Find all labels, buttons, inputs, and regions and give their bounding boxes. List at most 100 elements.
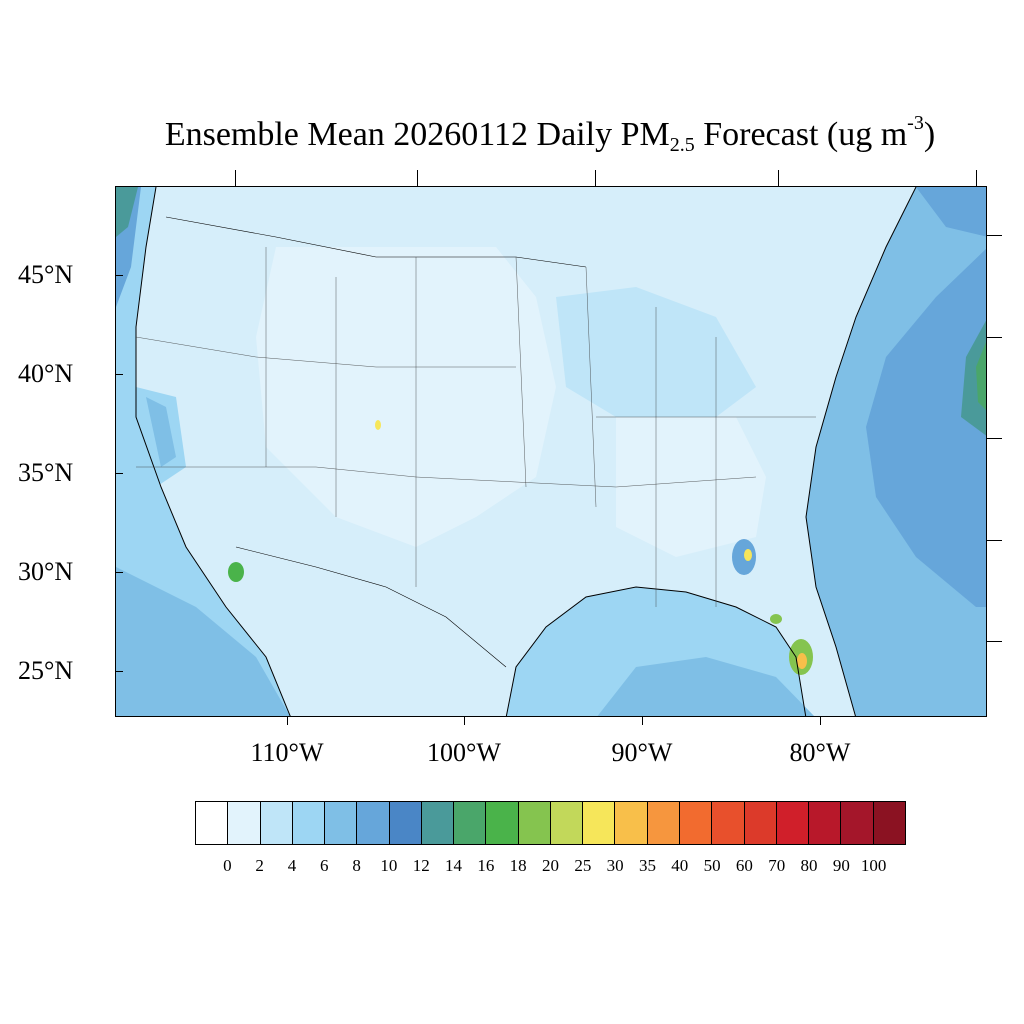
colorbar-box xyxy=(260,802,293,844)
lon-label-90w: 90°W xyxy=(611,738,673,767)
colorbar-label: 4 xyxy=(287,856,297,875)
colorbar-label: 10 xyxy=(380,856,398,875)
colorbar-box xyxy=(679,802,713,844)
colorbar-label: 12 xyxy=(412,856,430,875)
lon-label-80w: 80°W xyxy=(789,738,851,767)
southern-border xyxy=(235,546,507,668)
pacific-ocean-region xyxy=(116,187,291,716)
colorbar-label: 0 xyxy=(223,856,232,875)
pacific-south-region xyxy=(116,567,290,716)
colorbar-box xyxy=(583,802,616,844)
interior-west-region xyxy=(256,247,556,547)
colorbar-box xyxy=(454,802,487,844)
colorbar-box xyxy=(712,802,745,844)
forecast-map xyxy=(116,187,986,716)
top-tick xyxy=(417,170,418,186)
gulf-california-patch xyxy=(228,562,244,582)
colorbar-box xyxy=(292,802,326,844)
title-middle: Forecast (ug m xyxy=(694,116,908,153)
atlantic-green-patch xyxy=(976,342,986,410)
left-tick xyxy=(115,473,123,474)
left-tick xyxy=(115,572,123,573)
colorbar-label: 40 xyxy=(671,856,689,875)
pacific-northwest-patch xyxy=(116,187,138,237)
colorbar-box xyxy=(196,802,229,844)
lat-label-25: 25°N xyxy=(18,656,74,685)
colorbar-label: 6 xyxy=(320,856,329,875)
lon-label-110w: 110°W xyxy=(250,738,324,767)
top-tick xyxy=(235,170,236,186)
colorbar xyxy=(195,801,906,845)
colorbar-box xyxy=(325,802,358,844)
colorbar-label: 50 xyxy=(703,856,721,875)
northern-border xyxy=(165,216,587,268)
west-coastline xyxy=(135,187,291,716)
colorbar-box xyxy=(518,802,551,844)
colorbar-box xyxy=(421,802,455,844)
colorbar-box xyxy=(776,802,810,844)
colorbar-label: 80 xyxy=(800,856,818,875)
lat-label-45: 45°N xyxy=(18,260,74,289)
georgia-peak xyxy=(744,549,752,561)
colorado-peak xyxy=(375,420,381,430)
map-panel xyxy=(115,186,987,717)
colorbar-label: 25 xyxy=(574,856,592,875)
lat-label-35: 35°N xyxy=(18,458,74,487)
colorbar-box xyxy=(809,802,842,844)
left-tick xyxy=(115,374,123,375)
colorbar-box xyxy=(841,802,874,844)
colorbar-box xyxy=(357,802,390,844)
california-central-patch xyxy=(146,397,176,467)
title-suffix: ) xyxy=(923,116,936,153)
east-coastline xyxy=(805,187,917,716)
top-tick xyxy=(976,170,977,186)
right-tick xyxy=(987,235,1002,236)
colorbar-label: 60 xyxy=(735,856,753,875)
left-tick xyxy=(115,275,123,276)
canada-east-region xyxy=(916,187,986,237)
right-tick xyxy=(987,540,1002,541)
colorbar-box xyxy=(873,802,905,844)
colorbar-label: 35 xyxy=(638,856,656,875)
bottom-tick xyxy=(820,717,821,725)
colorbar-label: 8 xyxy=(352,856,361,875)
right-tick xyxy=(987,438,1002,439)
right-tick xyxy=(987,337,1002,338)
colorbar-label: 100 xyxy=(860,856,887,875)
southeast-interior-region xyxy=(616,417,766,557)
bottom-tick xyxy=(464,717,465,725)
map-title: Ensemble Mean 20260112 Daily PM2.5 Forec… xyxy=(0,112,1024,157)
colorbar-box xyxy=(647,802,680,844)
atlantic-far-region xyxy=(961,320,986,436)
right-tick xyxy=(987,641,1002,642)
colorbar-label: 18 xyxy=(509,856,527,875)
title-superscript: -3 xyxy=(907,112,924,134)
colorbar-box xyxy=(615,802,648,844)
left-tick xyxy=(115,671,123,672)
lat-label-40: 40°N xyxy=(18,359,74,388)
colorbar-label: 90 xyxy=(832,856,850,875)
colorbar-label: 20 xyxy=(542,856,559,875)
gulf-south-region xyxy=(597,657,815,716)
atlantic-offshore-region xyxy=(866,248,986,607)
title-prefix: Ensemble Mean 20260112 Daily PM xyxy=(164,116,670,153)
state-borders xyxy=(135,247,816,607)
colorbar-box xyxy=(550,802,584,844)
colorbar-box xyxy=(486,802,519,844)
colorbar-label: 2 xyxy=(255,856,264,875)
colorbar-label: 70 xyxy=(768,856,786,875)
lat-label-30: 30°N xyxy=(18,557,74,586)
florida-gulf-hotspot xyxy=(770,614,782,624)
top-tick xyxy=(778,170,779,186)
gulf-coastline xyxy=(505,586,807,716)
lon-label-100w: 100°W xyxy=(427,738,501,767)
colorbar-box xyxy=(389,802,422,844)
bottom-tick xyxy=(287,717,288,725)
top-tick xyxy=(595,170,596,186)
title-subscript: 2.5 xyxy=(669,134,695,156)
bottom-tick xyxy=(642,717,643,725)
colorbar-label: 14 xyxy=(445,856,463,875)
colorbar-box xyxy=(228,802,261,844)
colorbar-box xyxy=(744,802,777,844)
georgia-hotspot xyxy=(732,539,756,575)
